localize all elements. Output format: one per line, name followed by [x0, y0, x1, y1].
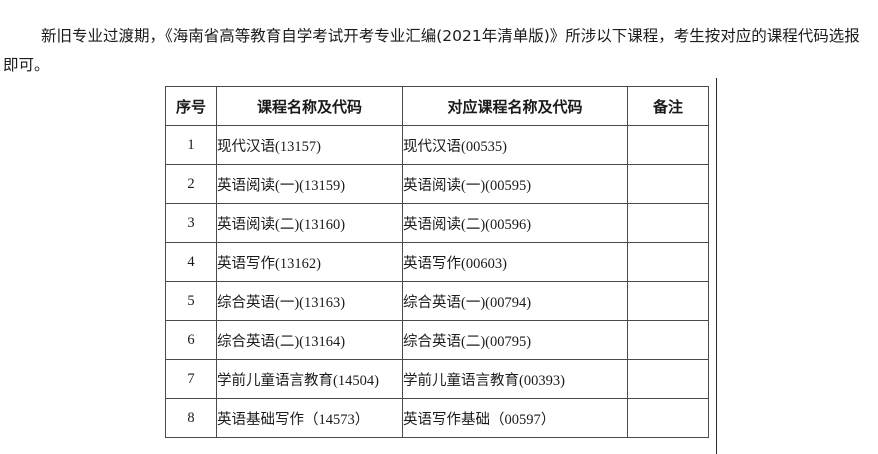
column-header-mapped-course: 对应课程名称及代码 — [402, 86, 628, 126]
cell-current-course: 综合英语(一)(13163) — [216, 281, 403, 321]
cell-mapped-course: 英语写作(00603) — [402, 242, 628, 282]
cell-remark — [627, 320, 709, 360]
cell-index: 6 — [165, 320, 217, 360]
column-header-current-course: 课程名称及代码 — [216, 86, 403, 126]
cell-remark — [627, 164, 709, 204]
cell-index: 8 — [165, 398, 217, 438]
column-header-index: 序号 — [165, 86, 217, 126]
cell-index: 1 — [165, 125, 217, 165]
cell-mapped-course: 英语写作基础（00597） — [402, 398, 628, 438]
cell-index: 5 — [165, 281, 217, 321]
cell-mapped-course: 现代汉语(00535) — [402, 125, 628, 165]
column-header-remark: 备注 — [627, 86, 709, 126]
table-row: 3 英语阅读(二)(13160) 英语阅读(二)(00596) — [165, 203, 709, 243]
cell-mapped-course: 综合英语(二)(00795) — [402, 320, 628, 360]
cell-index: 4 — [165, 242, 217, 282]
cell-index: 2 — [165, 164, 217, 204]
cell-remark — [627, 242, 709, 282]
table-row: 7 学前儿童语言教育(14504) 学前儿童语言教育(00393) — [165, 359, 709, 399]
cell-current-course: 现代汉语(13157) — [216, 125, 403, 165]
cell-remark — [627, 203, 709, 243]
cell-current-course: 英语基础写作（14573） — [216, 398, 403, 438]
table-header-row: 序号 课程名称及代码 对应课程名称及代码 备注 — [165, 86, 709, 126]
page-margin-rule — [716, 78, 717, 454]
table-row: 5 综合英语(一)(13163) 综合英语(一)(00794) — [165, 281, 709, 321]
cell-current-course: 英语阅读(二)(13160) — [216, 203, 403, 243]
table-body: 1 现代汉语(13157) 现代汉语(00535) 2 英语阅读(一)(1315… — [165, 125, 709, 438]
table-row: 6 综合英语(二)(13164) 综合英语(二)(00795) — [165, 320, 709, 360]
course-mapping-table-container: 序号 课程名称及代码 对应课程名称及代码 备注 1 现代汉语(13157) 现代… — [165, 86, 709, 438]
cell-remark — [627, 359, 709, 399]
cell-mapped-course: 学前儿童语言教育(00393) — [402, 359, 628, 399]
table-row: 2 英语阅读(一)(13159) 英语阅读(一)(00595) — [165, 164, 709, 204]
cell-remark — [627, 281, 709, 321]
cell-mapped-course: 综合英语(一)(00794) — [402, 281, 628, 321]
table-row: 4 英语写作(13162) 英语写作(00603) — [165, 242, 709, 282]
cell-mapped-course: 英语阅读(二)(00596) — [402, 203, 628, 243]
cell-current-course: 英语写作(13162) — [216, 242, 403, 282]
cell-current-course: 学前儿童语言教育(14504) — [216, 359, 403, 399]
intro-paragraph: 新旧专业过渡期，《海南省高等教育自学考试开考专业汇编(2021年清单版)》所涉以… — [3, 26, 860, 74]
cell-index: 7 — [165, 359, 217, 399]
cell-current-course: 综合英语(二)(13164) — [216, 320, 403, 360]
table-row: 1 现代汉语(13157) 现代汉语(00535) — [165, 125, 709, 165]
cell-current-course: 英语阅读(一)(13159) — [216, 164, 403, 204]
cell-mapped-course: 英语阅读(一)(00595) — [402, 164, 628, 204]
table-row: 8 英语基础写作（14573） 英语写作基础（00597） — [165, 398, 709, 438]
cell-remark — [627, 125, 709, 165]
cell-index: 3 — [165, 203, 217, 243]
cell-remark — [627, 398, 709, 438]
course-mapping-table: 序号 课程名称及代码 对应课程名称及代码 备注 1 现代汉语(13157) 现代… — [165, 86, 709, 438]
